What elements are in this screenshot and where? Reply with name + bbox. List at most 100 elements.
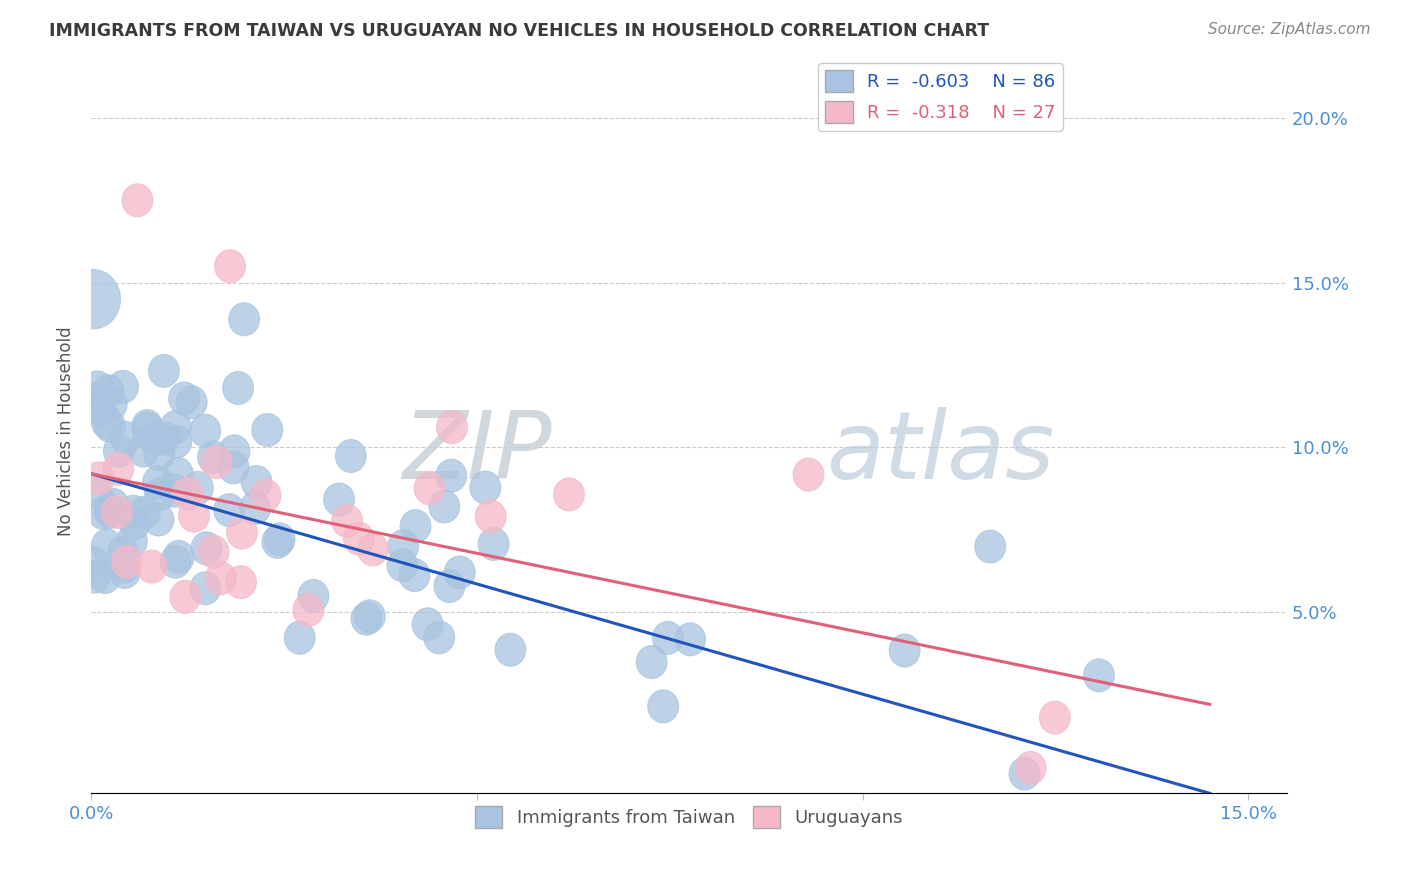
Text: atlas: atlas: [827, 407, 1054, 498]
Ellipse shape: [205, 562, 236, 595]
Ellipse shape: [190, 572, 221, 605]
Ellipse shape: [160, 410, 191, 443]
Ellipse shape: [415, 472, 444, 505]
Ellipse shape: [429, 490, 460, 523]
Ellipse shape: [222, 371, 253, 404]
Ellipse shape: [352, 602, 382, 635]
Ellipse shape: [128, 434, 159, 467]
Ellipse shape: [226, 516, 257, 549]
Ellipse shape: [974, 530, 1005, 563]
Ellipse shape: [412, 607, 443, 640]
Ellipse shape: [198, 535, 229, 568]
Ellipse shape: [143, 438, 174, 471]
Ellipse shape: [139, 422, 170, 455]
Ellipse shape: [1084, 659, 1115, 692]
Ellipse shape: [250, 479, 281, 512]
Ellipse shape: [1010, 757, 1040, 790]
Ellipse shape: [108, 370, 138, 403]
Ellipse shape: [675, 623, 706, 656]
Ellipse shape: [201, 446, 232, 479]
Ellipse shape: [198, 441, 229, 474]
Ellipse shape: [190, 414, 221, 447]
Ellipse shape: [240, 491, 270, 524]
Ellipse shape: [118, 495, 149, 528]
Ellipse shape: [229, 302, 260, 335]
Ellipse shape: [179, 500, 209, 533]
Ellipse shape: [169, 382, 200, 415]
Ellipse shape: [110, 550, 141, 583]
Ellipse shape: [475, 500, 506, 533]
Ellipse shape: [1039, 701, 1070, 734]
Ellipse shape: [637, 646, 666, 679]
Ellipse shape: [436, 411, 467, 443]
Ellipse shape: [129, 496, 160, 529]
Y-axis label: No Vehicles in Household: No Vehicles in Household: [58, 326, 75, 536]
Ellipse shape: [357, 533, 388, 566]
Ellipse shape: [176, 385, 207, 418]
Ellipse shape: [264, 523, 295, 556]
Ellipse shape: [160, 425, 191, 458]
Ellipse shape: [399, 558, 430, 591]
Ellipse shape: [495, 633, 526, 666]
Ellipse shape: [97, 387, 127, 420]
Ellipse shape: [94, 493, 125, 526]
Legend: Immigrants from Taiwan, Uruguayans: Immigrants from Taiwan, Uruguayans: [468, 798, 910, 835]
Ellipse shape: [80, 383, 111, 416]
Ellipse shape: [143, 503, 174, 536]
Ellipse shape: [101, 495, 132, 528]
Ellipse shape: [284, 621, 315, 654]
Ellipse shape: [160, 545, 191, 578]
Ellipse shape: [111, 545, 142, 578]
Ellipse shape: [354, 599, 385, 632]
Ellipse shape: [83, 462, 114, 495]
Ellipse shape: [117, 524, 148, 558]
Ellipse shape: [162, 458, 193, 491]
Ellipse shape: [145, 477, 176, 510]
Ellipse shape: [103, 452, 134, 485]
Ellipse shape: [136, 550, 167, 583]
Ellipse shape: [1015, 751, 1046, 784]
Ellipse shape: [648, 690, 679, 723]
Ellipse shape: [159, 475, 190, 508]
Text: Source: ZipAtlas.com: Source: ZipAtlas.com: [1208, 22, 1371, 37]
Ellipse shape: [132, 412, 163, 445]
Ellipse shape: [401, 509, 430, 542]
Ellipse shape: [219, 435, 250, 467]
Ellipse shape: [214, 493, 245, 526]
Ellipse shape: [93, 375, 124, 408]
Ellipse shape: [215, 250, 246, 283]
Ellipse shape: [163, 541, 194, 574]
Ellipse shape: [292, 593, 323, 626]
Ellipse shape: [343, 523, 374, 555]
Ellipse shape: [94, 495, 125, 528]
Ellipse shape: [104, 434, 135, 467]
Ellipse shape: [444, 556, 475, 589]
Ellipse shape: [142, 466, 173, 499]
Ellipse shape: [298, 580, 329, 613]
Ellipse shape: [336, 440, 367, 473]
Ellipse shape: [110, 422, 141, 454]
Ellipse shape: [889, 634, 920, 667]
Ellipse shape: [66, 269, 121, 329]
Ellipse shape: [652, 622, 683, 655]
Ellipse shape: [183, 471, 214, 504]
Ellipse shape: [110, 556, 141, 589]
Ellipse shape: [240, 466, 271, 499]
Ellipse shape: [82, 476, 112, 509]
Ellipse shape: [436, 459, 467, 492]
Ellipse shape: [108, 536, 139, 569]
Ellipse shape: [388, 530, 419, 563]
Ellipse shape: [332, 505, 363, 538]
Ellipse shape: [87, 497, 118, 530]
Ellipse shape: [82, 371, 112, 404]
Ellipse shape: [218, 451, 249, 483]
Ellipse shape: [122, 184, 153, 217]
Ellipse shape: [132, 409, 163, 442]
Text: IMMIGRANTS FROM TAIWAN VS URUGUAYAN NO VEHICLES IN HOUSEHOLD CORRELATION CHART: IMMIGRANTS FROM TAIWAN VS URUGUAYAN NO V…: [49, 22, 990, 40]
Ellipse shape: [172, 477, 202, 510]
Text: ZIP: ZIP: [402, 407, 551, 498]
Ellipse shape: [86, 393, 117, 426]
Ellipse shape: [191, 532, 222, 565]
Ellipse shape: [94, 409, 125, 442]
Ellipse shape: [252, 414, 283, 446]
